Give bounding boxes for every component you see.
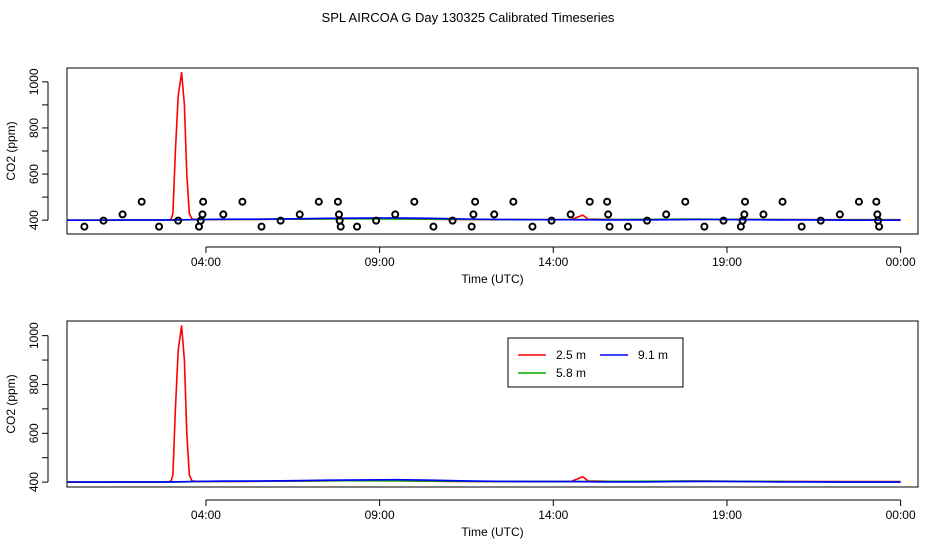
calibration-point	[719, 216, 728, 225]
calibration-point	[448, 216, 457, 225]
calibration-point	[797, 222, 806, 231]
calibration-point	[566, 210, 575, 219]
calibration-point	[585, 197, 594, 206]
calibration-point	[740, 210, 749, 219]
calibration-point	[759, 210, 768, 219]
calibration-point	[623, 222, 632, 231]
calibration-point	[174, 216, 183, 225]
calibration-point	[605, 222, 614, 231]
y-tick-label: 600	[27, 164, 41, 184]
calibration-point	[738, 216, 747, 225]
legend-label: 5.8 m	[556, 366, 586, 380]
calibration-point	[391, 210, 400, 219]
chart-title: SPL AIRCOA G Day 130325 Calibrated Times…	[322, 10, 615, 25]
calibration-point	[353, 222, 362, 231]
calibration-point	[99, 216, 108, 225]
series-line-2-5-m	[67, 325, 901, 483]
calibration-point	[238, 197, 247, 206]
calibration-point	[547, 216, 556, 225]
calibration-point	[118, 210, 127, 219]
plot-frame-top	[66, 67, 919, 235]
y-tick-label: 600	[27, 423, 41, 443]
y-tick-label: 1000	[27, 68, 41, 95]
calibration-point	[854, 197, 863, 206]
calibration-point	[257, 222, 266, 231]
calibration-point	[410, 197, 419, 206]
calibration-point	[276, 216, 285, 225]
calibration-point	[199, 197, 208, 206]
calibration-point	[471, 197, 480, 206]
x-tick-label: 14:00	[538, 255, 568, 269]
calibration-point	[336, 222, 345, 231]
calibration-point	[604, 210, 613, 219]
calibration-point	[700, 222, 709, 231]
calibration-point	[219, 210, 228, 219]
y-axis-label: CO2 (ppm)	[4, 121, 18, 180]
calibration-point	[469, 210, 478, 219]
calibration-point	[875, 222, 884, 231]
calibration-point	[334, 210, 343, 219]
calibration-point	[490, 210, 499, 219]
calibration-point	[603, 197, 612, 206]
y-axis-label: CO2 (ppm)	[4, 374, 18, 433]
y-tick-label: 400	[27, 472, 41, 492]
calibration-point	[643, 216, 652, 225]
calibration-point	[333, 197, 342, 206]
calibration-point	[873, 210, 882, 219]
series-line-9-1-m	[67, 478, 901, 483]
calibration-point	[467, 222, 476, 231]
calibration-point	[835, 210, 844, 219]
calibration-point	[80, 222, 89, 231]
plot-frame-bottom	[66, 320, 919, 488]
calibration-point	[872, 197, 881, 206]
calibration-point	[816, 216, 825, 225]
x-tick-label: 00:00	[886, 508, 916, 522]
calibration-point	[196, 216, 205, 225]
y-tick-label: 1000	[27, 322, 41, 349]
calibration-point	[155, 222, 164, 231]
calibration-point	[335, 216, 344, 225]
x-tick-label: 04:00	[191, 255, 221, 269]
y-tick-label: 800	[27, 118, 41, 138]
legend-label: 9.1 m	[638, 348, 668, 362]
legend-box	[507, 337, 684, 388]
x-tick-label: 09:00	[365, 508, 395, 522]
calibration-point	[509, 197, 518, 206]
x-tick-label: 00:00	[886, 255, 916, 269]
y-tick-label: 400	[27, 210, 41, 230]
legend-label: 2.5 m	[556, 348, 586, 362]
calibration-point	[778, 197, 787, 206]
calibration-point	[681, 197, 690, 206]
x-tick-label: 19:00	[712, 508, 742, 522]
y-tick-label: 800	[27, 374, 41, 394]
calibration-point	[372, 216, 381, 225]
x-tick-label: 14:00	[538, 508, 568, 522]
calibration-point	[314, 197, 323, 206]
calibration-point	[295, 210, 304, 219]
calibration-point	[198, 210, 207, 219]
x-axis-label: Time (UTC)	[461, 525, 523, 539]
x-tick-label: 04:00	[191, 508, 221, 522]
calibration-point	[741, 197, 750, 206]
calibration-point	[137, 197, 146, 206]
calibration-point	[662, 210, 671, 219]
calibration-point	[429, 222, 438, 231]
calibration-point	[528, 222, 537, 231]
x-axis-label: Time (UTC)	[461, 272, 523, 286]
x-tick-label: 09:00	[365, 255, 395, 269]
series-line-2-5-m	[67, 71, 901, 221]
x-tick-label: 19:00	[712, 255, 742, 269]
